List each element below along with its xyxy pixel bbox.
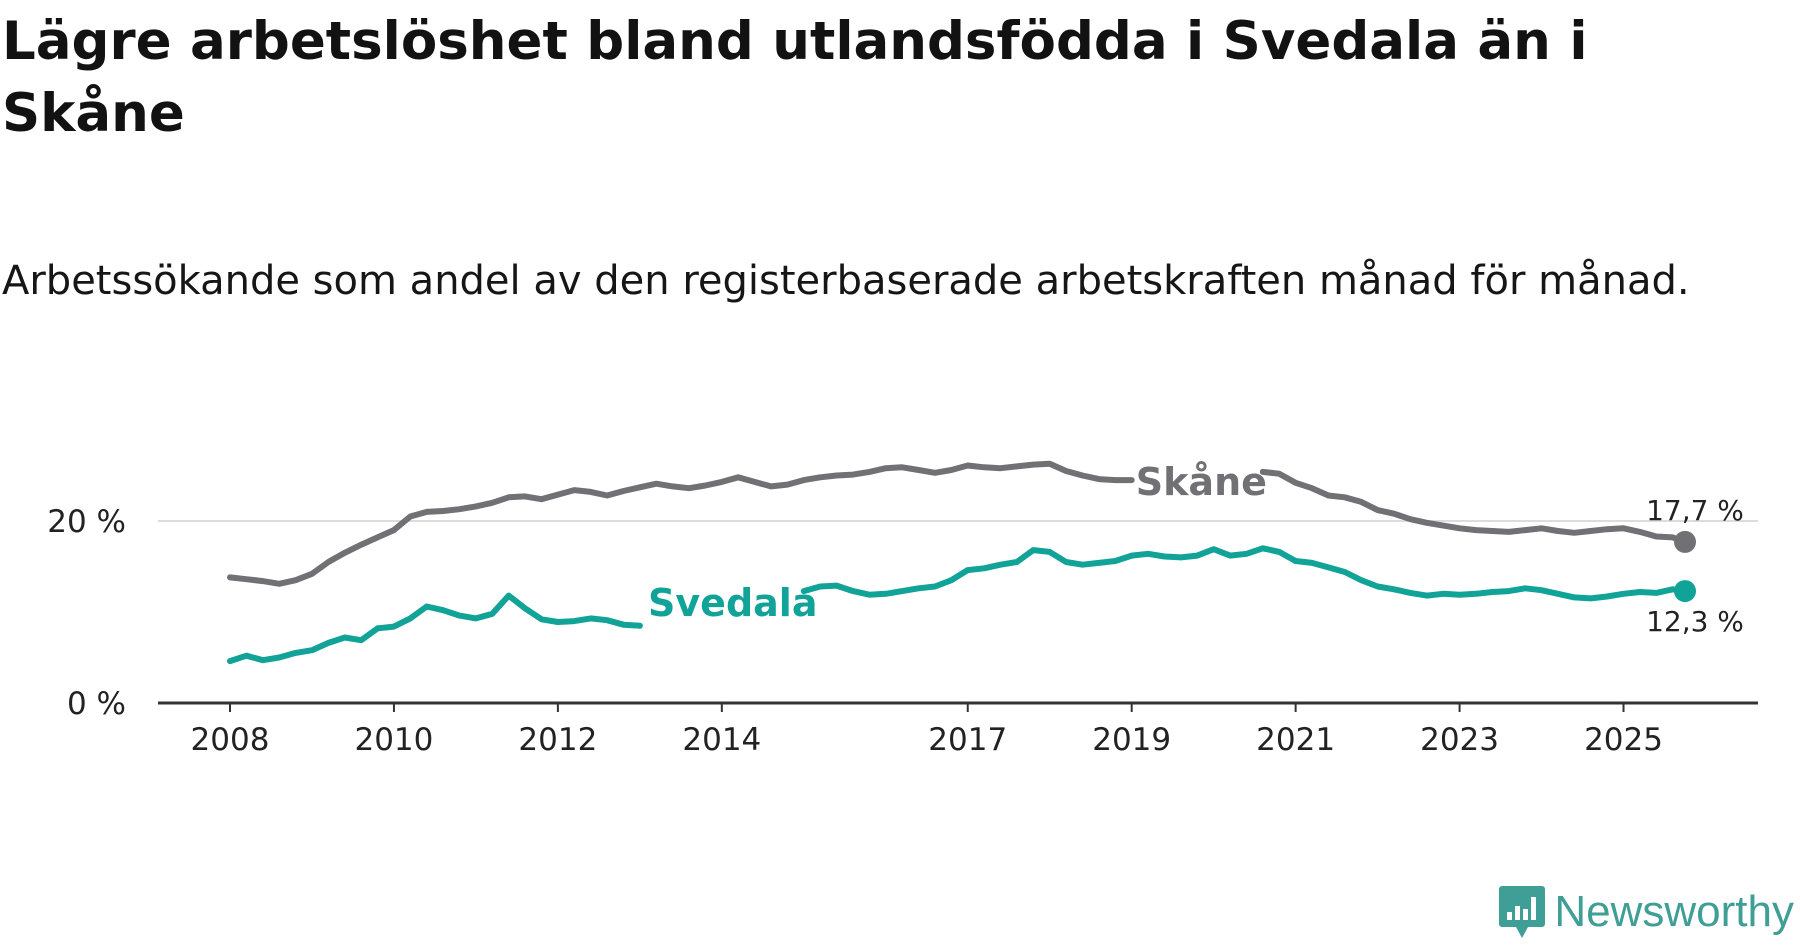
y-tick-label: 20 % — [47, 504, 126, 540]
series-label-svedala: Svedala — [648, 581, 817, 625]
page-subtitle: Arbetssökande som andel av den registerb… — [2, 258, 1690, 304]
x-tick-label: 2021 — [1256, 722, 1335, 758]
x-tick-label: 2019 — [1092, 722, 1171, 758]
x-tick-label: 2014 — [682, 722, 761, 758]
end-point-skane — [1674, 530, 1696, 553]
x-tick-label: 2008 — [191, 722, 270, 758]
page-title: Lägre arbetslöshet bland utlandsfödda i … — [2, 11, 1588, 144]
x-tick-label: 2012 — [518, 722, 597, 758]
newsworthy-brand[interactable]: Newsworthy — [1498, 884, 1794, 940]
series-line-svedala — [227, 545, 1688, 665]
y-tick-label: 0 % — [67, 686, 126, 722]
series-label-skane: Skåne — [1136, 460, 1267, 504]
end-value-label: 12,3 % — [1646, 605, 1744, 638]
end-point-svedala — [1674, 580, 1696, 603]
series-line-skane — [227, 460, 1688, 587]
series-layer — [227, 460, 1688, 665]
x-tick-label: 2023 — [1420, 722, 1499, 758]
axis-layer: 0 % 20 % 2008 2010 2012 2014 2017 2019 2021 2023 2… — [47, 504, 1758, 758]
x-tick-label: 2025 — [1584, 722, 1663, 758]
end-value-label: 17,7 % — [1646, 494, 1744, 527]
newsworthy-logo-icon — [1499, 886, 1546, 938]
x-tick-label: 2010 — [354, 722, 433, 758]
x-tick-label: 2017 — [928, 722, 1007, 758]
line-chart: 0 % 20 % 2008 2010 2012 2014 2017 2019 2021 2023 2… — [47, 460, 1758, 758]
brand-name: Newsworthy — [1554, 887, 1794, 936]
label-layer: Skåne 17,7 % Svedala 12,3 % — [648, 460, 1744, 638]
